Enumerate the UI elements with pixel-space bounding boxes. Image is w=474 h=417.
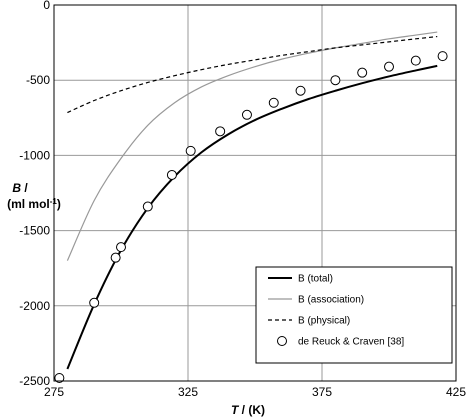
- legend-item-b-total: B (total): [268, 274, 333, 285]
- series-line-b-physical: [67, 35, 438, 114]
- series-layer: [54, 31, 448, 383]
- y-tick-label: -2000: [19, 299, 50, 313]
- svg-text:B /: B /: [12, 181, 28, 195]
- data-point: [241, 109, 252, 120]
- x-tick-label: 325: [178, 385, 198, 399]
- legend-box: [255, 266, 453, 364]
- data-point: [116, 242, 126, 253]
- data-point: [166, 169, 177, 180]
- data-point: [142, 201, 153, 212]
- data-point: [54, 372, 65, 383]
- legend-label: B (total): [298, 274, 333, 285]
- data-point: [410, 55, 421, 66]
- data-point: [185, 145, 196, 156]
- legend-item-de-reuck-craven-38: de Reuck & Craven [38]: [277, 336, 404, 348]
- series-de-reuck-craven-38: [54, 51, 448, 383]
- data-point: [330, 75, 341, 86]
- data-point: [384, 61, 394, 72]
- legend-label: de Reuck & Craven [38]: [298, 337, 404, 348]
- data-point: [268, 97, 279, 108]
- tick-labels: 275 325 375 425 0 -500 -1000 -1500 -2000 -2500: [19, 0, 466, 399]
- data-point: [295, 85, 306, 96]
- data-point: [89, 297, 100, 308]
- x-tick-label: 375: [312, 385, 332, 399]
- legend-item-b-physical: B (physical): [268, 316, 350, 327]
- y-axis-label: B / (ml mol-1): [7, 181, 61, 211]
- legend-item-b-association: B (association): [268, 295, 364, 306]
- y-tick-label: -2500: [19, 374, 50, 388]
- legend-label: B (physical): [298, 316, 350, 327]
- plot-area: [54, 31, 448, 383]
- series-line-b-total: [66, 64, 438, 370]
- series-line-b-association: [66, 31, 438, 261]
- grid: [54, 5, 456, 381]
- plot-frame: [53, 4, 457, 382]
- data-point: [437, 51, 448, 62]
- legend: B (total) B (association) B (physical) de R…: [255, 266, 453, 364]
- data-point: [215, 126, 226, 137]
- legend-label: B (association): [298, 295, 364, 306]
- data-point: [357, 67, 368, 78]
- data-point: [110, 252, 121, 263]
- x-tick-label: 425: [446, 385, 466, 399]
- y-tick-label: -1500: [19, 224, 50, 238]
- x-axis-label: T / (K): [231, 403, 265, 417]
- y-tick-label: -500: [26, 73, 50, 87]
- legend-swatch: [277, 336, 287, 346]
- y-tick-label: -1000: [19, 148, 50, 162]
- y-tick-label: 0: [43, 0, 50, 12]
- svg-text:(ml mol-1): (ml mol-1): [7, 197, 61, 211]
- x-tick-label: 275: [44, 385, 64, 399]
